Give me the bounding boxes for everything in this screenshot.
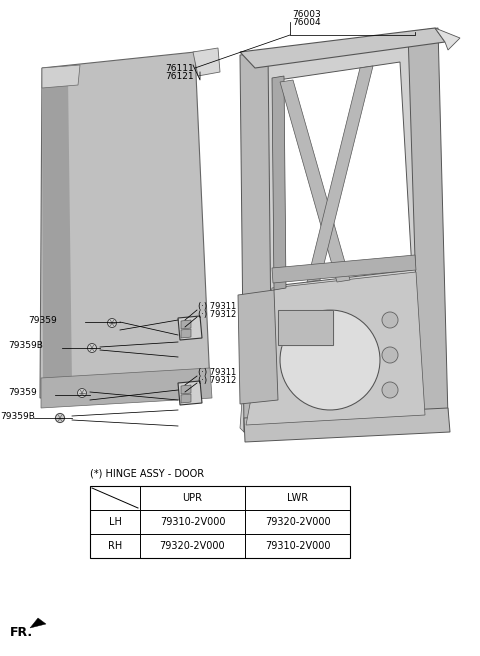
Text: (*) HINGE ASSY - DOOR: (*) HINGE ASSY - DOOR (90, 468, 204, 478)
Circle shape (280, 310, 380, 410)
Polygon shape (181, 385, 191, 394)
Text: FR.: FR. (10, 626, 33, 638)
Text: 79320-2V000: 79320-2V000 (160, 541, 225, 551)
Polygon shape (40, 52, 210, 398)
Text: (·) 79312: (·) 79312 (198, 310, 236, 319)
Circle shape (382, 347, 398, 363)
Polygon shape (30, 618, 46, 628)
Bar (278, 310, 333, 345)
Polygon shape (272, 255, 416, 283)
Polygon shape (181, 329, 191, 338)
Polygon shape (181, 320, 191, 329)
Polygon shape (238, 290, 278, 404)
Polygon shape (272, 76, 286, 290)
Polygon shape (42, 65, 80, 88)
Polygon shape (278, 62, 412, 285)
Polygon shape (178, 381, 202, 405)
Polygon shape (435, 28, 460, 50)
Polygon shape (244, 408, 450, 442)
Polygon shape (240, 36, 430, 432)
Circle shape (87, 344, 96, 352)
Text: 79320-2V000: 79320-2V000 (264, 517, 330, 527)
Text: 76121: 76121 (165, 72, 193, 81)
Polygon shape (193, 48, 220, 76)
Circle shape (382, 312, 398, 328)
Circle shape (77, 388, 86, 398)
Text: 79359B: 79359B (8, 341, 43, 350)
Text: 76111: 76111 (165, 64, 194, 73)
Text: 76003: 76003 (292, 10, 321, 19)
Polygon shape (181, 394, 191, 403)
Bar (278, 310, 333, 345)
Polygon shape (178, 316, 202, 340)
Text: LWR: LWR (287, 493, 308, 503)
Text: (·) 79312: (·) 79312 (198, 376, 236, 385)
Text: 79359B: 79359B (0, 412, 35, 421)
Polygon shape (42, 77, 72, 388)
Polygon shape (240, 52, 272, 432)
Circle shape (382, 382, 398, 398)
Text: 76004: 76004 (292, 18, 321, 27)
Text: UPR: UPR (182, 493, 203, 503)
Bar (90, 486, 350, 558)
Polygon shape (280, 80, 350, 282)
Text: 79310-2V000: 79310-2V000 (265, 541, 330, 551)
Text: LH: LH (108, 517, 121, 527)
Text: 79310-2V000: 79310-2V000 (160, 517, 225, 527)
Text: (·) 79311: (·) 79311 (198, 368, 236, 377)
Polygon shape (408, 28, 448, 420)
Circle shape (108, 319, 117, 327)
Polygon shape (41, 368, 212, 408)
Polygon shape (240, 28, 445, 68)
Circle shape (56, 413, 64, 422)
Text: RH: RH (108, 541, 122, 551)
Polygon shape (246, 272, 425, 425)
Text: 79359: 79359 (28, 316, 57, 325)
Text: 79359: 79359 (8, 388, 37, 397)
Polygon shape (307, 66, 373, 282)
Text: (·) 79311: (·) 79311 (198, 302, 236, 311)
